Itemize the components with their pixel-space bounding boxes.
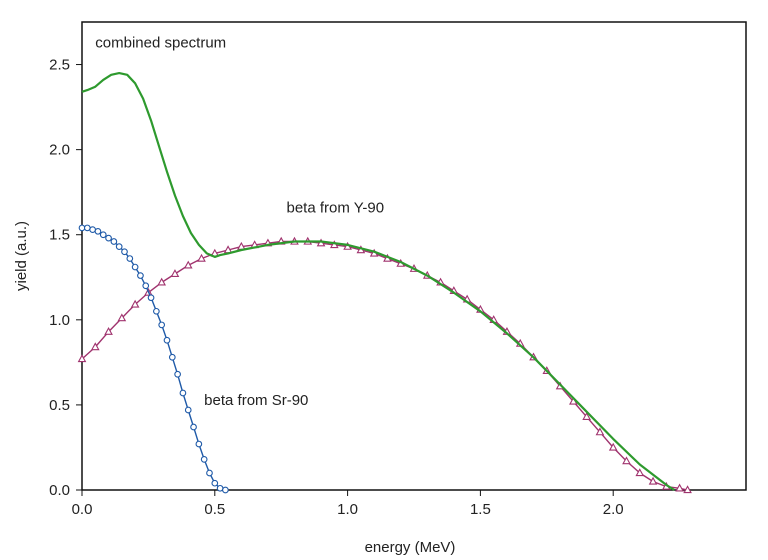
sr90-data-point [78,224,86,232]
y-tick-label: 0.5 [49,397,70,414]
x-tick-label: 2.0 [603,501,624,518]
y-tick-label: 2.5 [49,57,70,74]
y-tick-label: 1.5 [49,227,70,244]
y90-data-point [130,299,140,308]
sr90-data-point [184,406,192,414]
sr90-data-point [179,389,187,397]
sr90-data-point [94,227,102,235]
x-tick-label: 1.0 [337,501,358,518]
plot-frame [81,21,747,491]
y90-data-point [683,485,692,494]
y90-data-point [77,354,87,363]
sr90-data-point [158,321,166,329]
series-combined-spectrum-line [81,72,675,491]
y90-data-point [595,427,605,436]
sr90-data-point [174,370,181,378]
y90-data-point [197,253,206,262]
y90-data-point [608,442,618,451]
y90-data-point [90,342,100,351]
sr90-data-point [222,486,229,494]
y90-data-point [675,483,684,492]
y90-data-point [183,260,193,269]
sr90-data-point [216,484,224,492]
sr90-data-point [153,307,160,315]
y90-data-point [104,326,113,335]
sr90-data-point [83,224,91,232]
y90-data-point [582,412,591,420]
sr90-data-point [142,282,150,290]
sr90-data-point [211,479,219,487]
y-axis-label: yield (a.u.) [13,221,30,291]
y90-data-point [635,468,645,477]
y-tick-label: 1.0 [49,312,70,329]
sr90-data-point [195,440,203,448]
sr90-data-point [115,243,123,250]
x-axis-ticks: 0.0 0.5 1.0 1.5 2.0 [72,490,624,518]
x-tick-label: 0.0 [72,501,93,518]
y90-data-point [157,277,167,286]
sr90-data-point [190,423,197,431]
x-tick-label: 1.5 [470,501,491,518]
y90-data-point [622,456,631,465]
series-beta-y90-line [81,240,688,491]
y90-data-point [648,476,658,485]
series-layer [77,72,692,494]
annotation-beta-y90: beta from Y-90 [287,200,385,217]
series-beta-sr90-line [82,227,226,491]
sr90-data-point [110,238,118,245]
annotation-combined-spectrum: combined spectrum [95,35,226,52]
sr90-data-point [206,469,213,477]
annotations: combined spectrum beta from Y-90 beta from… [95,35,384,409]
x-tick-label: 0.5 [204,501,225,518]
sr90-data-point [163,336,171,344]
y-tick-label: 0.0 [49,482,70,499]
sr90-data-point [126,255,134,262]
sr90-data-point [168,353,176,361]
sr90-data-point [105,234,112,242]
sr90-data-point [200,456,208,463]
sr90-data-point [89,226,96,233]
sr90-data-point [121,248,128,256]
sr90-data-point [131,263,139,271]
sr90-data-point [137,272,144,279]
sr90-data-point [99,231,107,239]
y90-data-point [170,269,180,278]
sr90-data-point [147,294,155,302]
annotation-beta-sr90: beta from Sr-90 [204,392,308,409]
y-axis-ticks: 0.0 0.5 1.0 1.5 2.0 2.5 [49,57,82,499]
x-axis-label: energy (MeV) [365,539,456,556]
y90-data-point [117,313,127,322]
y-tick-label: 2.0 [49,142,70,159]
